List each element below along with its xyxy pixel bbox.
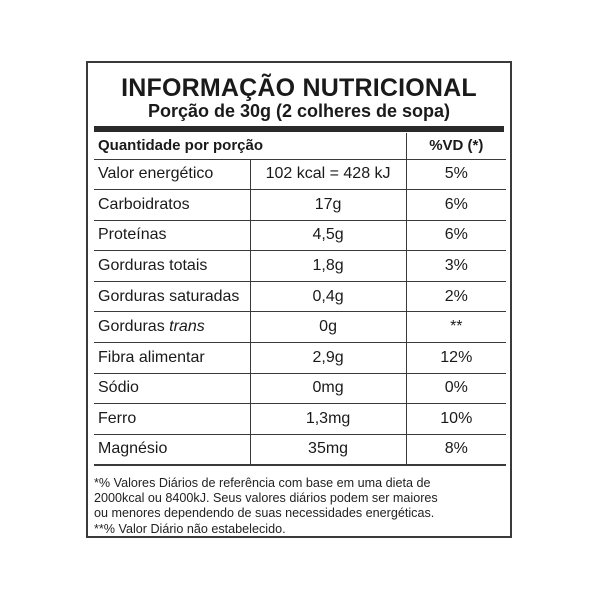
nutrient-name-text: Valor energético bbox=[98, 165, 214, 183]
nutrient-daily-value: 5% bbox=[405, 159, 506, 191]
table-row: Magnésio 35mg 8% bbox=[94, 434, 506, 466]
nutrient-name: Proteínas bbox=[94, 220, 251, 252]
nutrient-amount: 102 kcal = 428 kJ bbox=[249, 159, 407, 191]
nutrient-amount: 2,9g bbox=[249, 342, 407, 374]
nutrient-amount: 35mg bbox=[249, 434, 407, 466]
nutrient-name: Magnésio bbox=[94, 434, 251, 466]
nutrition-facts-label: INFORMAÇÃO NUTRICIONAL Porção de 30g (2 … bbox=[86, 61, 512, 538]
footnote-line: 2000kcal ou 8400kJ. Seus valores diários… bbox=[94, 491, 438, 506]
nutrient-name: Fibra alimentar bbox=[94, 342, 251, 374]
vd-header: %VD (*) bbox=[405, 133, 506, 160]
nutrient-name-text: Magnésio bbox=[98, 440, 168, 458]
table-row: Carboidratos 17g 6% bbox=[94, 189, 506, 221]
nutrient-daily-value: 2% bbox=[405, 281, 506, 313]
nutrient-name-text: Gorduras totais bbox=[98, 257, 208, 275]
nutrient-daily-value: 12% bbox=[405, 342, 506, 374]
label-title: INFORMAÇÃO NUTRICIONAL bbox=[121, 74, 477, 102]
nutrient-name-text: Fibra alimentar bbox=[98, 348, 205, 366]
nutrient-amount: 0,4g bbox=[249, 281, 407, 313]
nutrient-name: Gorduras totais bbox=[94, 250, 251, 282]
nutrient-daily-value: 6% bbox=[405, 220, 506, 252]
table-row: Gorduras saturadas 0,4g 2% bbox=[94, 281, 506, 313]
nutrient-name: Ferro bbox=[94, 403, 251, 435]
quantity-header: Quantidade por porção bbox=[94, 133, 407, 160]
nutrient-name-text: Gorduras saturadas bbox=[98, 287, 240, 305]
nutrient-name: Gorduras saturadas bbox=[94, 281, 251, 313]
nutrient-daily-value: ** bbox=[405, 311, 506, 344]
table-row: Gorduras totais 1,8g 3% bbox=[94, 250, 506, 282]
nutrient-name: Sódio bbox=[94, 373, 251, 405]
nutrient-name-italic: trans bbox=[169, 318, 205, 336]
nutrient-name: Valor energético bbox=[94, 159, 251, 191]
nutrient-amount: 1,3mg bbox=[249, 403, 407, 435]
nutrient-daily-value: 10% bbox=[405, 403, 506, 435]
header-divider bbox=[94, 126, 504, 132]
table-row: Sódio 0mg 0% bbox=[94, 373, 506, 405]
nutrient-name-text: Proteínas bbox=[98, 226, 167, 244]
nutrient-daily-value: 0% bbox=[405, 373, 506, 405]
footnote-line: *% Valores Diários de referência com bas… bbox=[94, 476, 431, 490]
nutrient-name: Carboidratos bbox=[94, 189, 251, 221]
nutrient-name-text: Ferro bbox=[98, 410, 137, 428]
nutrient-name-text: Sódio bbox=[98, 379, 139, 397]
nutrient-amount: 0mg bbox=[249, 373, 407, 405]
footnote: *% Valores Diários de referência com bas… bbox=[94, 476, 508, 537]
nutrition-table: Quantidade por porção %VD (*) Valor ener… bbox=[94, 133, 506, 466]
nutrient-daily-value: 6% bbox=[405, 189, 506, 221]
table-row: Gorduras trans 0g ** bbox=[94, 311, 506, 344]
nutrient-amount: 1,8g bbox=[249, 250, 407, 282]
table-row: Ferro 1,3mg 10% bbox=[94, 403, 506, 435]
nutrient-name-text: Carboidratos bbox=[98, 195, 190, 213]
nutrient-daily-value: 3% bbox=[405, 250, 506, 282]
footnote-line: ou menores dependendo de suas necessidad… bbox=[94, 506, 435, 521]
table-row: Proteínas 4,5g 6% bbox=[94, 220, 506, 252]
nutrient-name: Gorduras trans bbox=[94, 311, 251, 344]
table-row: Fibra alimentar 2,9g 12% bbox=[94, 342, 506, 374]
serving-size: Porção de 30g (2 colheres de sopa) bbox=[147, 101, 451, 121]
nutrient-name-text: Gorduras bbox=[98, 318, 170, 336]
nutrient-amount: 17g bbox=[249, 189, 407, 221]
nutrient-amount: 0g bbox=[249, 311, 407, 344]
nutrient-amount: 4,5g bbox=[249, 220, 407, 252]
nutrient-daily-value: 8% bbox=[405, 434, 506, 466]
footnote-line: **% Valor Diário não estabelecido. bbox=[94, 521, 286, 536]
table-header-row: Quantidade por porção %VD (*) bbox=[94, 133, 506, 160]
table-row: Valor energético 102 kcal = 428 kJ 5% bbox=[94, 159, 506, 191]
